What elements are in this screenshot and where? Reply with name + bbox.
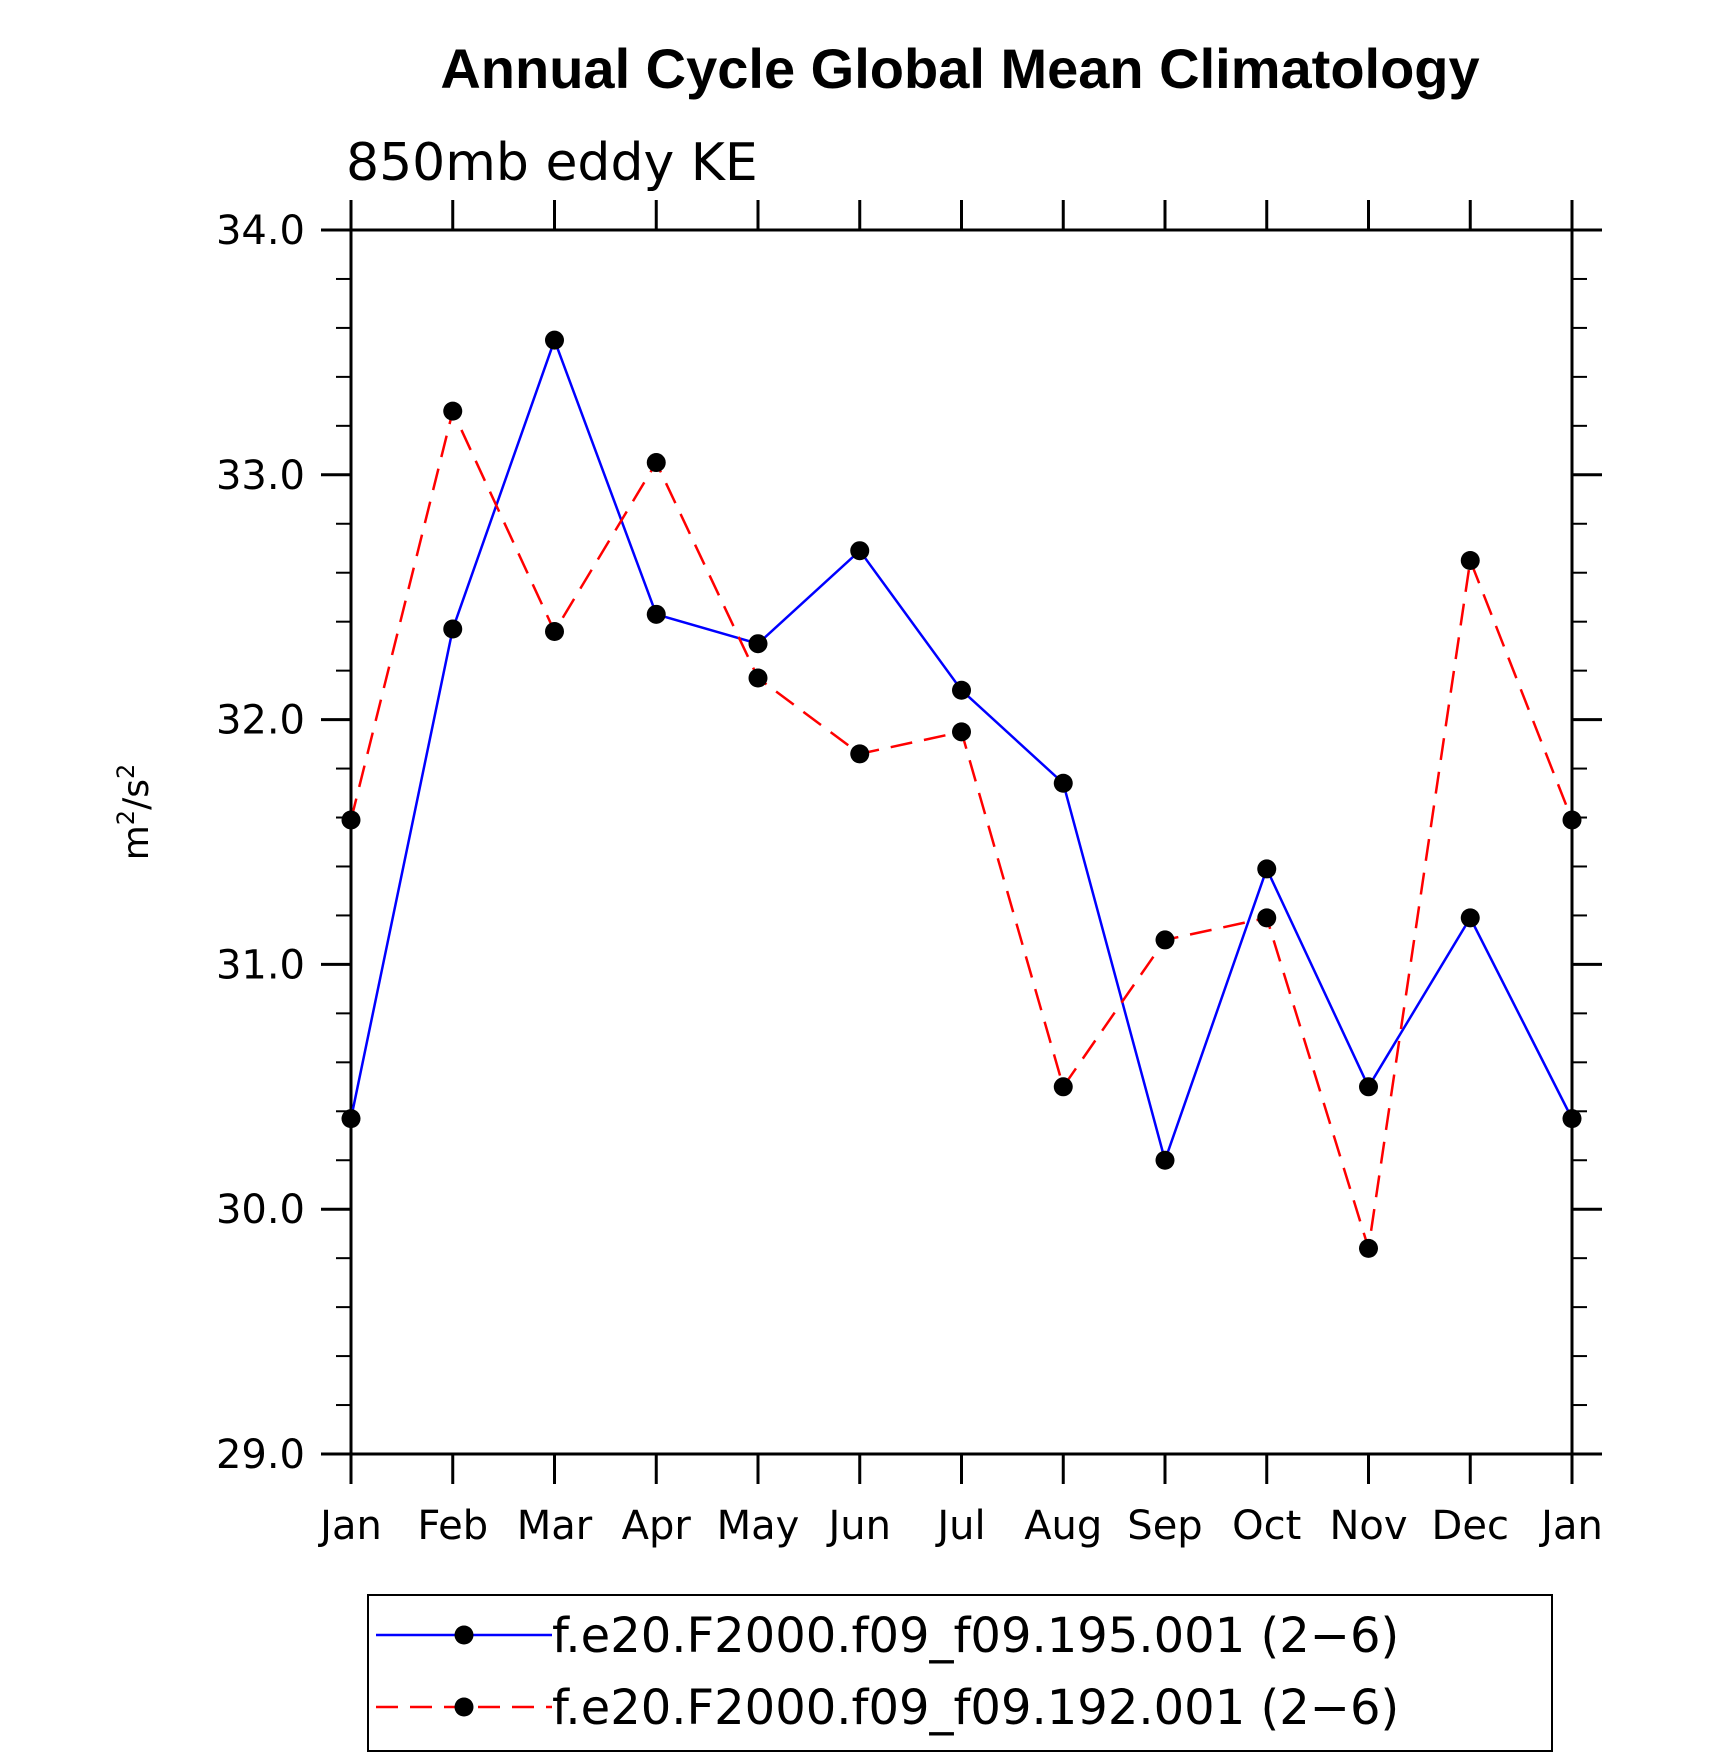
y-tick-label: 30.0 [216,1187,305,1233]
data-point [545,330,564,350]
x-tick-label: Jan [1538,1503,1603,1549]
x-tick-label: Oct [1232,1503,1301,1549]
x-tick-label: Sep [1127,1503,1202,1549]
x-tick-label: Dec [1432,1503,1509,1549]
y-tick-label: 33.0 [216,453,305,499]
x-tick-label: May [717,1503,800,1549]
x-tick-label: Jan [317,1503,382,1549]
data-point [748,634,768,654]
y-axis-label: m2/s2 [112,764,157,861]
data-point [646,604,666,624]
data-point [1460,550,1480,570]
data-point [952,722,971,742]
data-point [1053,1077,1073,1097]
plot-series [341,330,1582,1258]
data-point [341,810,361,830]
data-point [748,668,768,688]
y-tick-label: 31.0 [216,942,305,988]
data-point [1053,773,1073,793]
data-point [1155,930,1175,950]
data-point [1155,1150,1175,1170]
data-point [443,401,463,421]
series-1 [341,330,1582,1170]
data-point [1257,859,1277,879]
data-point [1257,908,1277,928]
chart-subtitle: 850mb eddy KE [346,133,758,193]
x-tick-label: Jun [826,1503,892,1549]
x-tick-label: Nov [1329,1503,1407,1549]
x-tick-label: Mar [517,1503,593,1549]
data-point [646,453,666,473]
data-point [443,619,463,639]
plot-frame [349,228,1574,1456]
axes: 29.0 30.0 31.0 32.0 33.0 34.0 Jan Feb Mar Apr May J… [216,200,1603,1549]
series-line [349,407,1574,1249]
legend-label-2: f.e20.F2000.f09_f09.192.001 (2−6) [552,1680,1399,1736]
data-point [1562,1109,1582,1129]
legend: f.e20.F2000.f09_f09.195.001 (2−6) f.e20.F… [367,1594,1553,1752]
data-point [1359,1077,1378,1097]
data-point [1460,908,1480,928]
legend-marker-2 [454,1697,474,1717]
y-tick-label: 29.0 [216,1432,305,1478]
x-tick-label: Aug [1024,1503,1102,1549]
series-2 [341,401,1582,1258]
data-point [545,621,564,641]
data-point [341,1109,361,1129]
data-point [850,744,870,764]
series-line [349,336,1574,1165]
legend-box [367,1594,1553,1752]
chart-title: Annual Cycle Global Mean Climatology [440,37,1479,100]
x-tick-label: Jul [934,1503,985,1549]
legend-label-1: f.e20.F2000.f09_f09.195.001 (2−6) [552,1608,1399,1664]
data-point [952,680,971,700]
x-tick-label: Apr [622,1503,692,1549]
y-tick-label: 34.0 [216,208,305,254]
data-point [1562,810,1582,830]
data-point [1359,1238,1378,1258]
y-tick-label: 32.0 [216,698,305,744]
legend-marker-1 [454,1625,474,1645]
x-tick-label: Feb [417,1503,488,1549]
data-point [850,541,870,561]
